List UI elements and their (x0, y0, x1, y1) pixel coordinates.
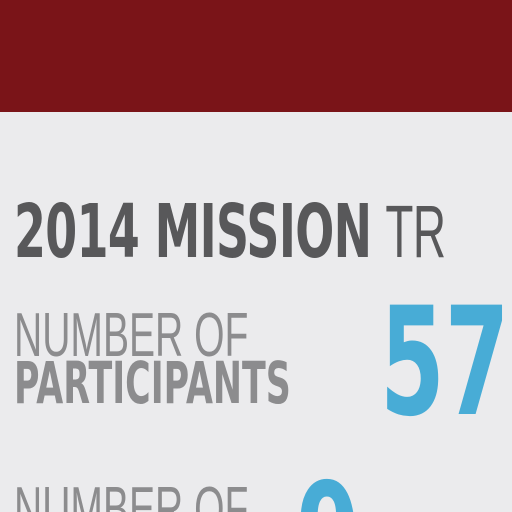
stat-second-value: 9 (296, 464, 361, 512)
stat-second-label-light: NUMBER OF (14, 475, 249, 512)
stat-participants-label-light: NUMBER OF (14, 301, 249, 370)
header-banner (0, 0, 512, 112)
stat-participants-label-bold: PARTICIPANTS (14, 349, 291, 417)
page-title: 2014 MISSION TR (14, 188, 446, 276)
stat-participants-value: 574 (380, 276, 512, 450)
title-bold-text: 2014 MISSION (14, 189, 372, 275)
title-light-text: TR (385, 190, 446, 273)
